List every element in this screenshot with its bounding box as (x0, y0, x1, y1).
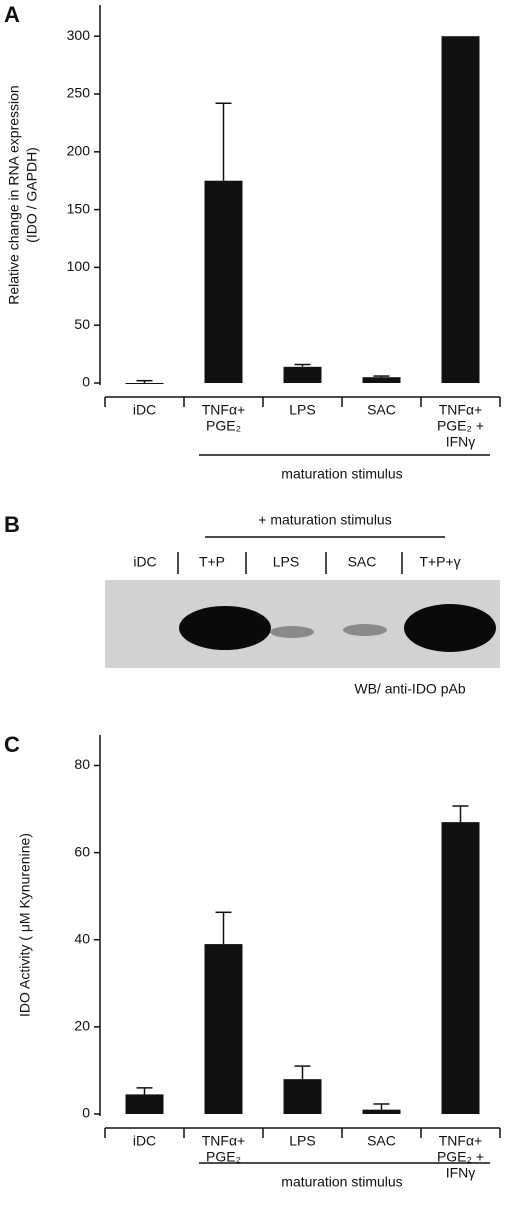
annotation: maturation stimulus (281, 466, 402, 482)
blot-caption: WB/ anti-IDO pAb (354, 681, 465, 697)
y-axis-title: IDO Activity ( μM Kynurenine) (17, 833, 33, 1017)
bar (125, 1094, 164, 1114)
y-tick-label: 100 (67, 258, 91, 274)
x-tick-label: SAC (367, 1133, 396, 1149)
x-tick-label: PGE₂ (206, 1149, 241, 1165)
x-tick-label: PGE₂ + (437, 1149, 484, 1165)
lane-label: T+P+γ (419, 554, 460, 570)
bar (125, 383, 164, 384)
blot-band (179, 606, 271, 650)
x-tick-label: TNFα+ (202, 1133, 245, 1149)
bar (204, 180, 243, 383)
bar (362, 377, 401, 383)
panel-label: B (4, 512, 20, 537)
y-tick-label: 80 (74, 756, 90, 772)
lane-label: iDC (133, 554, 156, 570)
bar (204, 944, 243, 1114)
panel-label: C (4, 732, 20, 757)
y-tick-label: 200 (67, 143, 91, 159)
x-tick-label: LPS (289, 1133, 315, 1149)
blot-header: + maturation stimulus (258, 512, 391, 528)
x-tick-label: iDC (133, 402, 156, 418)
x-tick-label: IFNγ (446, 1165, 476, 1181)
y-axis-title: Relative change in RNA expression (6, 85, 22, 304)
bar (441, 36, 480, 384)
x-tick-label: SAC (367, 402, 396, 418)
x-tick-label: TNFα+ (439, 402, 482, 418)
y-tick-label: 0 (82, 1105, 90, 1121)
y-tick-label: 20 (74, 1018, 90, 1034)
bar (362, 1109, 401, 1114)
blot-band (404, 604, 496, 652)
panel-label: A (4, 2, 20, 27)
lane-label: SAC (348, 554, 377, 570)
x-tick-label: PGE₂ + (437, 418, 484, 434)
x-tick-label: TNFα+ (439, 1133, 482, 1149)
bar (283, 366, 322, 383)
y-tick-label: 50 (74, 316, 90, 332)
blot-band (343, 624, 387, 636)
x-tick-label: IFNγ (446, 434, 476, 450)
x-tick-label: iDC (133, 1133, 156, 1149)
blot-band (270, 626, 314, 638)
y-tick-label: 40 (74, 930, 90, 946)
y-tick-label: 250 (67, 85, 91, 101)
x-tick-label: TNFα+ (202, 402, 245, 418)
y-tick-label: 150 (67, 200, 91, 216)
y-tick-label: 0 (82, 374, 90, 390)
lane-label: LPS (273, 554, 299, 570)
x-tick-label: LPS (289, 402, 315, 418)
bar (441, 822, 480, 1114)
y-tick-label: 60 (74, 843, 90, 859)
y-axis-title: (IDO / GAPDH) (24, 147, 40, 243)
bar (283, 1079, 322, 1114)
y-tick-label: 300 (67, 27, 91, 43)
x-tick-label: PGE₂ (206, 418, 241, 434)
annotation: maturation stimulus (281, 1174, 402, 1190)
lane-label: T+P (199, 554, 225, 570)
